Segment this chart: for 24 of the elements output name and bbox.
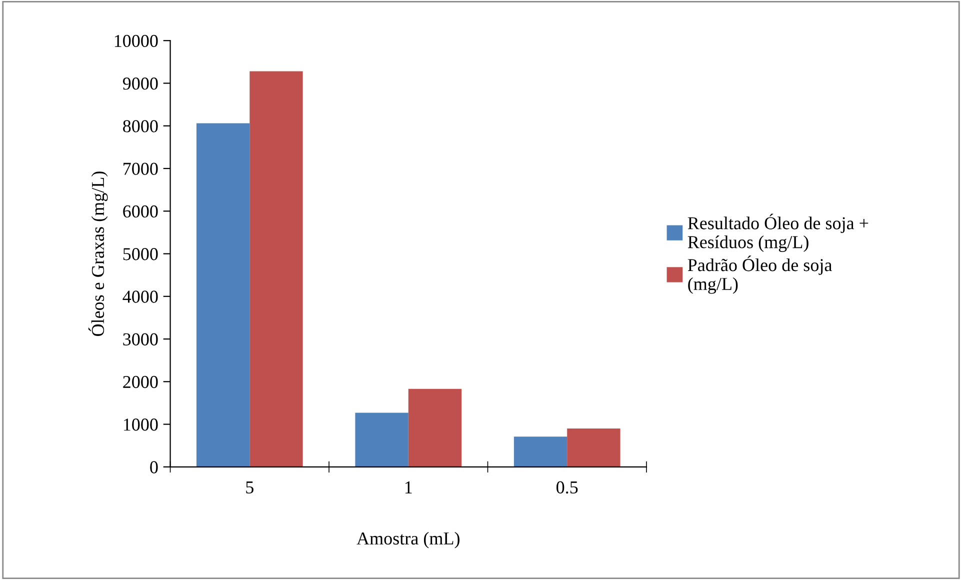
x-tick-label: 1: [405, 481, 412, 494]
y-tick-label: 8000: [123, 120, 158, 132]
x-tick-label: 0.5: [556, 481, 578, 494]
bar: [408, 388, 462, 467]
y-tick-label: 6000: [123, 205, 158, 218]
bar: [196, 123, 250, 467]
y-tick-label: 3000: [123, 333, 158, 346]
y-tick-label: 2000: [123, 376, 158, 388]
bar: [514, 436, 568, 467]
y-tick-label: 5000: [123, 248, 158, 260]
y-tick-label: 0: [150, 461, 158, 474]
x-tick-label: 5: [246, 481, 254, 494]
y-tick-label: 4000: [122, 290, 158, 303]
y-tick-label: 1000: [124, 418, 158, 431]
bar: [355, 412, 408, 467]
y-tick-label: 9000: [122, 77, 158, 90]
x-axis-title: Amostra (mL): [356, 532, 460, 548]
bar: [567, 428, 620, 467]
y-tick-label: 7000: [124, 162, 158, 175]
legend-label: Resultado Óleo de soja + Resíduos (mg/L): [688, 214, 868, 252]
y-axis-title: Óleos e Graxas (mg/L): [88, 172, 108, 336]
legend-label: Padrão Óleo de soja (mg/L): [688, 256, 832, 294]
bar: [250, 71, 303, 467]
y-tick-label: 10000: [114, 34, 158, 48]
